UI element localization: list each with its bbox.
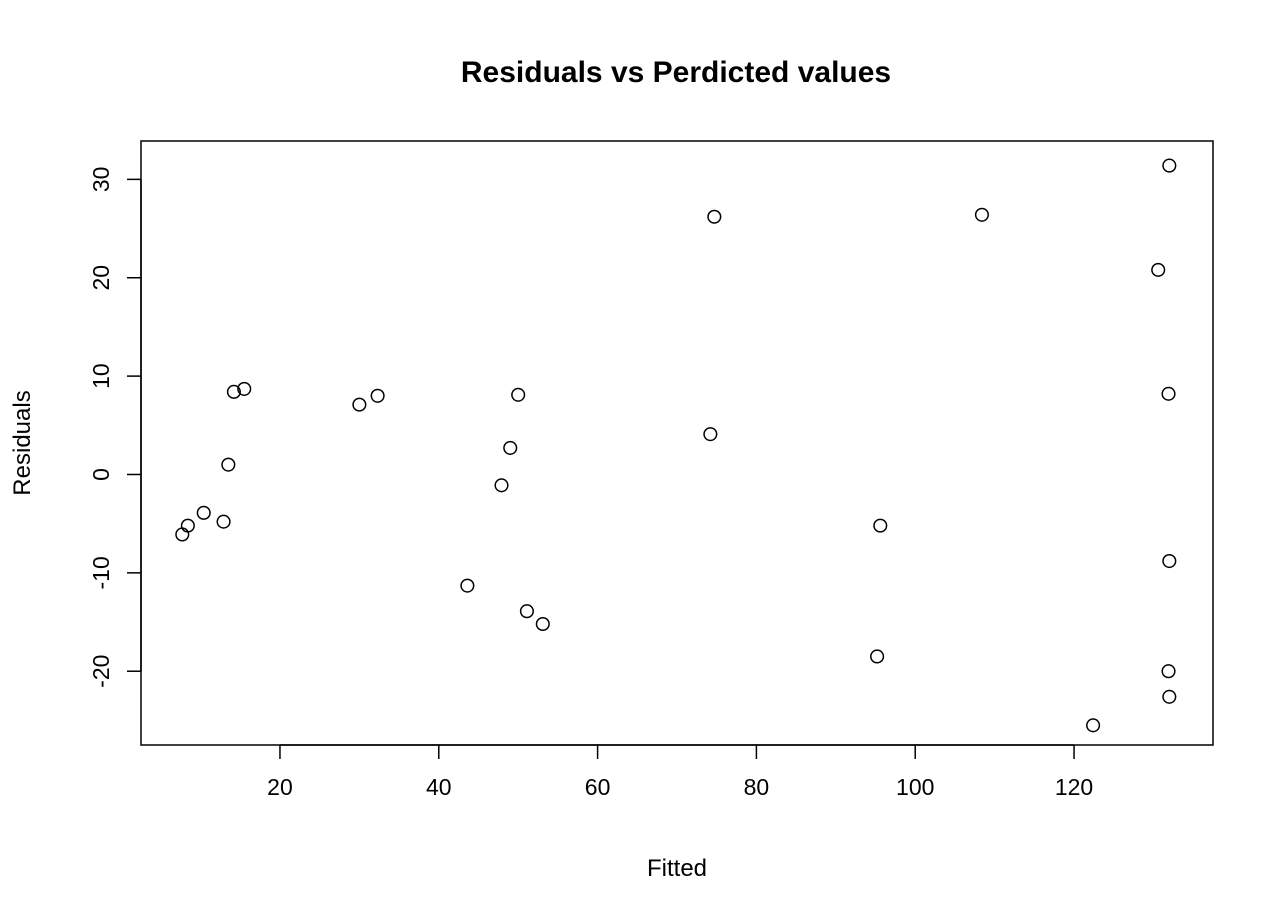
data-point [974,207,989,222]
x-tick-label: 80 [744,774,770,800]
y-tick-label: 30 [88,167,114,193]
data-point [873,518,888,533]
data-point [1161,664,1176,679]
x-tick-label: 60 [585,774,611,800]
data-point [1162,553,1177,569]
x-tick-label: 40 [426,774,452,800]
data-point [703,427,718,442]
data-point [216,514,231,529]
y-tick-label: 0 [88,468,114,481]
data-point [1161,386,1176,401]
data-point [1086,718,1101,733]
plot-frame [140,140,1214,746]
data-point [1151,262,1166,277]
y-tick-label: -10 [88,556,114,589]
data-point [226,384,241,399]
data-point [519,604,534,619]
y-axis: -20 -10 0 10 20 30 [88,167,142,688]
data-point [503,440,518,455]
data-point [196,505,211,520]
data-point [370,388,385,403]
data-point [352,397,367,412]
data-point [175,527,190,542]
x-axis: 20 40 60 80 100 120 [267,744,1093,800]
x-tick-label: 120 [1055,774,1093,800]
y-tick-label: -20 [88,655,114,688]
data-point [221,457,236,472]
data-point [535,616,550,632]
data-point [1162,689,1177,704]
data-point [511,387,526,402]
data-point [870,649,885,664]
y-axis-label: Residuals [9,390,36,495]
x-axis-label: Fitted [647,855,707,882]
data-point [707,209,722,224]
chart-title: Residuals vs Perdicted values [461,56,891,89]
data-point [180,518,195,533]
x-tick-label: 20 [267,774,293,800]
x-tick-label: 100 [896,774,934,800]
data-point [494,478,509,493]
data-point [237,381,252,396]
y-tick-label: 20 [88,265,114,291]
data-point [1162,158,1177,173]
y-tick-label: 10 [88,363,114,389]
data-points [175,158,1177,733]
data-point [460,578,475,593]
